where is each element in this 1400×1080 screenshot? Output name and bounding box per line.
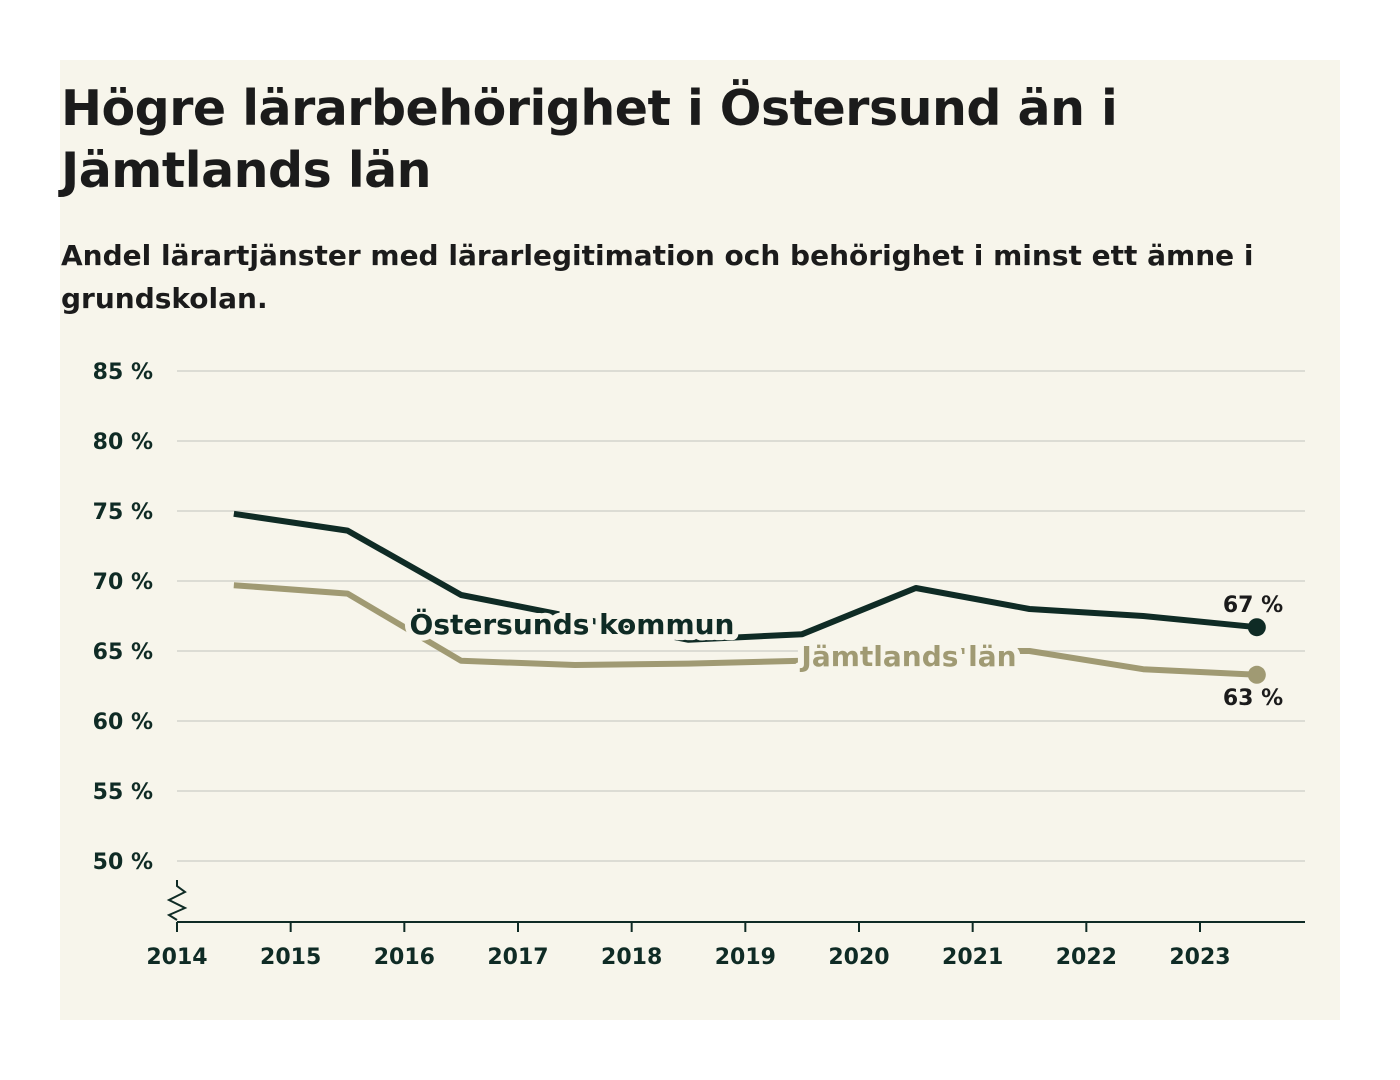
x-tick-label: 2019 bbox=[715, 945, 776, 970]
y-tick-label: 85 % bbox=[93, 360, 153, 385]
y-tick-label: 80 % bbox=[93, 430, 153, 455]
series-label-halo: Jämtlands län bbox=[799, 640, 1016, 673]
end-value-label-1: 63 % bbox=[1223, 686, 1283, 711]
chart-subtitle: Andel lärartjänster med lärarlegitimatio… bbox=[61, 239, 1254, 315]
series-line-1 bbox=[233, 582, 1257, 678]
y-tick-label: 55 % bbox=[93, 780, 153, 805]
series-label-1: Jämtlands län bbox=[799, 640, 1016, 673]
y-tick-label: 60 % bbox=[93, 710, 153, 735]
series-line-0 bbox=[233, 510, 1258, 643]
x-tick-label: 2018 bbox=[601, 945, 662, 970]
x-tick-label: 2020 bbox=[828, 945, 889, 970]
series-lines bbox=[233, 510, 1266, 684]
series-label-halo: Östersunds kommun bbox=[410, 607, 735, 641]
series-end-point-0 bbox=[1247, 618, 1266, 637]
chart-title: Högre lärarbehörighet i Östersund än i J… bbox=[61, 80, 1118, 199]
x-tick-label: 2014 bbox=[146, 945, 207, 970]
x-tick-label: 2015 bbox=[260, 945, 321, 970]
x-tick-label: 2016 bbox=[374, 945, 435, 970]
x-axis: 2014 2015 2016 2017 2018 2019 2020 2021 2022 2023 bbox=[146, 880, 1305, 970]
x-tick-label: 2022 bbox=[1056, 945, 1117, 970]
series-label-0: Östersunds kommun bbox=[410, 607, 735, 641]
series-end-point-1 bbox=[1247, 665, 1266, 684]
x-tick-label: 2023 bbox=[1169, 945, 1230, 970]
y-tick-label: 65 % bbox=[93, 640, 153, 665]
y-tick-label: 50 % bbox=[93, 850, 153, 875]
x-tick-label: 2021 bbox=[942, 945, 1003, 970]
axis-break-icon bbox=[166, 880, 188, 921]
gridlines bbox=[177, 370, 1305, 862]
x-tick-label: 2017 bbox=[487, 945, 548, 970]
end-value-label-0: 67 % bbox=[1223, 593, 1283, 618]
y-tick-label: 75 % bbox=[93, 500, 153, 525]
y-axis-ticks: 50 % 55 % 60 % 65 % 70 % 75 % 80 % 85 % bbox=[93, 360, 153, 875]
y-tick-label: 70 % bbox=[93, 570, 153, 595]
